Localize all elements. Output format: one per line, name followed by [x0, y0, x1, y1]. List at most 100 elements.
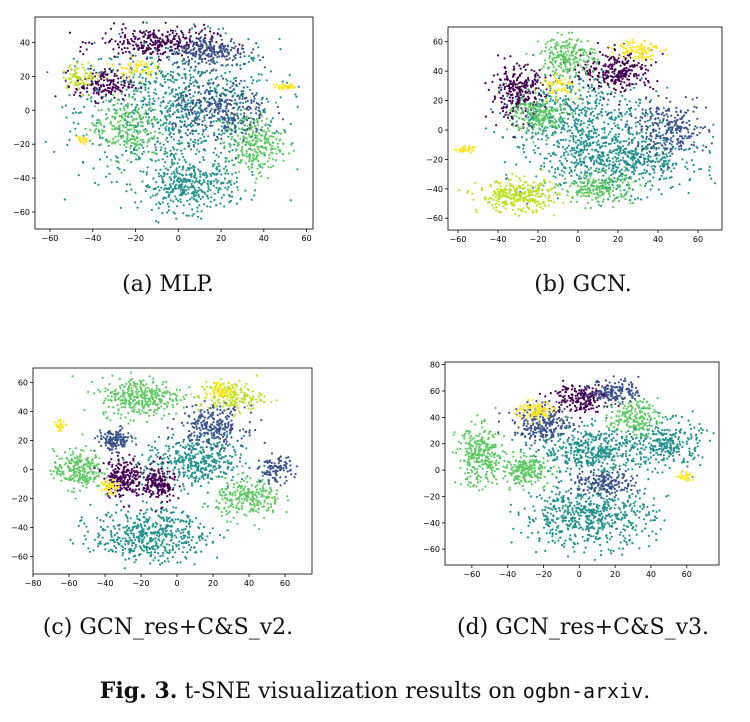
- scatter-point: [582, 151, 585, 154]
- scatter-point: [560, 162, 563, 165]
- scatter-point: [216, 112, 220, 115]
- scatter-point: [151, 122, 154, 125]
- scatter-point: [603, 73, 606, 76]
- scatter-point: [523, 175, 526, 178]
- scatter-point: [491, 203, 494, 206]
- scatter-point: [583, 148, 586, 151]
- scatter-point: [588, 69, 592, 73]
- scatter-point: [569, 149, 572, 152]
- scatter-point: [234, 126, 237, 129]
- scatter-point: [130, 161, 133, 164]
- scatter-point: [179, 136, 182, 139]
- scatter-point: [78, 94, 81, 97]
- scatter-point: [258, 132, 261, 135]
- point-cluster: [151, 58, 285, 160]
- scatter-point: [180, 187, 183, 190]
- scatter-point: [161, 158, 164, 161]
- scatter-point: [185, 125, 188, 128]
- scatter-point: [127, 40, 130, 43]
- scatter-point: [587, 73, 591, 76]
- scatter-point: [645, 152, 648, 155]
- scatter-point: [642, 171, 645, 175]
- scatter-point: [506, 103, 509, 106]
- scatter-point: [236, 134, 239, 137]
- scatter-point: [233, 119, 236, 122]
- scatter-point: [152, 50, 155, 54]
- scatter-point: [141, 121, 144, 124]
- scatter-point: [107, 144, 110, 147]
- scatter-point: [543, 157, 546, 160]
- scatter-point: [210, 52, 213, 55]
- scatter-point: [536, 184, 540, 187]
- scatter-point: [89, 72, 92, 75]
- scatter-point: [178, 165, 181, 169]
- scatter-point: [191, 129, 194, 132]
- scatter-point: [627, 68, 630, 71]
- scatter-point: [150, 56, 153, 59]
- scatter-point: [153, 80, 156, 83]
- scatter-point: [179, 39, 182, 43]
- scatter-point: [661, 171, 664, 174]
- scatter-point: [180, 106, 183, 109]
- scatter-point: [708, 174, 711, 177]
- scatter-point: [542, 129, 545, 132]
- scatter-point: [603, 128, 606, 131]
- scatter-point: [579, 77, 583, 81]
- scatter-point: [212, 81, 215, 84]
- scatter-point: [205, 173, 208, 176]
- scatter-point: [563, 171, 566, 174]
- scatter-point: [217, 155, 220, 158]
- scatter-point: [549, 154, 552, 157]
- scatter-point: [82, 141, 85, 144]
- scatter-point: [191, 208, 194, 211]
- scatter-point: [220, 50, 223, 53]
- scatter-point: [511, 99, 514, 103]
- scatter-point: [569, 135, 572, 138]
- scatter-point: [194, 141, 197, 144]
- scatter-point: [543, 162, 546, 165]
- scatter-point: [133, 98, 137, 101]
- scatter-point: [156, 39, 159, 42]
- scatter-point: [105, 113, 108, 116]
- scatter-point: [142, 82, 145, 85]
- scatter-point: [183, 37, 186, 40]
- scatter-point: [577, 64, 580, 67]
- scatter-point: [621, 60, 624, 63]
- scatter-point: [514, 213, 517, 216]
- scatter-point: [537, 186, 540, 189]
- scatter-point: [605, 69, 608, 72]
- scatter-point: [258, 138, 261, 141]
- scatter-point: [149, 38, 152, 41]
- scatter-point: [234, 156, 237, 160]
- scatter-point: [614, 82, 617, 85]
- scatter-point: [206, 194, 209, 197]
- scatter-point: [217, 51, 220, 54]
- scatter-point: [574, 121, 577, 124]
- scatter-point: [646, 113, 649, 116]
- scatter-point: [574, 135, 577, 138]
- scatter-point: [552, 201, 556, 204]
- scatter-point: [645, 132, 648, 135]
- scatter-point: [503, 102, 506, 106]
- scatter-point: [631, 164, 634, 167]
- scatter-point: [97, 91, 100, 94]
- scatter-point: [510, 184, 513, 187]
- scatter-point: [522, 147, 525, 150]
- scatter-point: [588, 94, 592, 97]
- scatter-point: [604, 63, 607, 66]
- scatter-point: [233, 143, 236, 146]
- scatter-point: [222, 44, 225, 48]
- scatter-point: [227, 185, 230, 189]
- scatter-point: [198, 53, 201, 56]
- scatter-point: [657, 147, 660, 150]
- scatter-point: [163, 152, 166, 156]
- scatter-point: [118, 89, 122, 92]
- scatter-point: [206, 25, 210, 28]
- scatter-point: [237, 141, 240, 144]
- scatter-point: [182, 90, 185, 93]
- scatter-point: [175, 99, 178, 102]
- scatter-point: [574, 55, 577, 59]
- scatter-point: [562, 146, 565, 149]
- scatter-point: [531, 135, 534, 138]
- scatter-point: [108, 83, 111, 86]
